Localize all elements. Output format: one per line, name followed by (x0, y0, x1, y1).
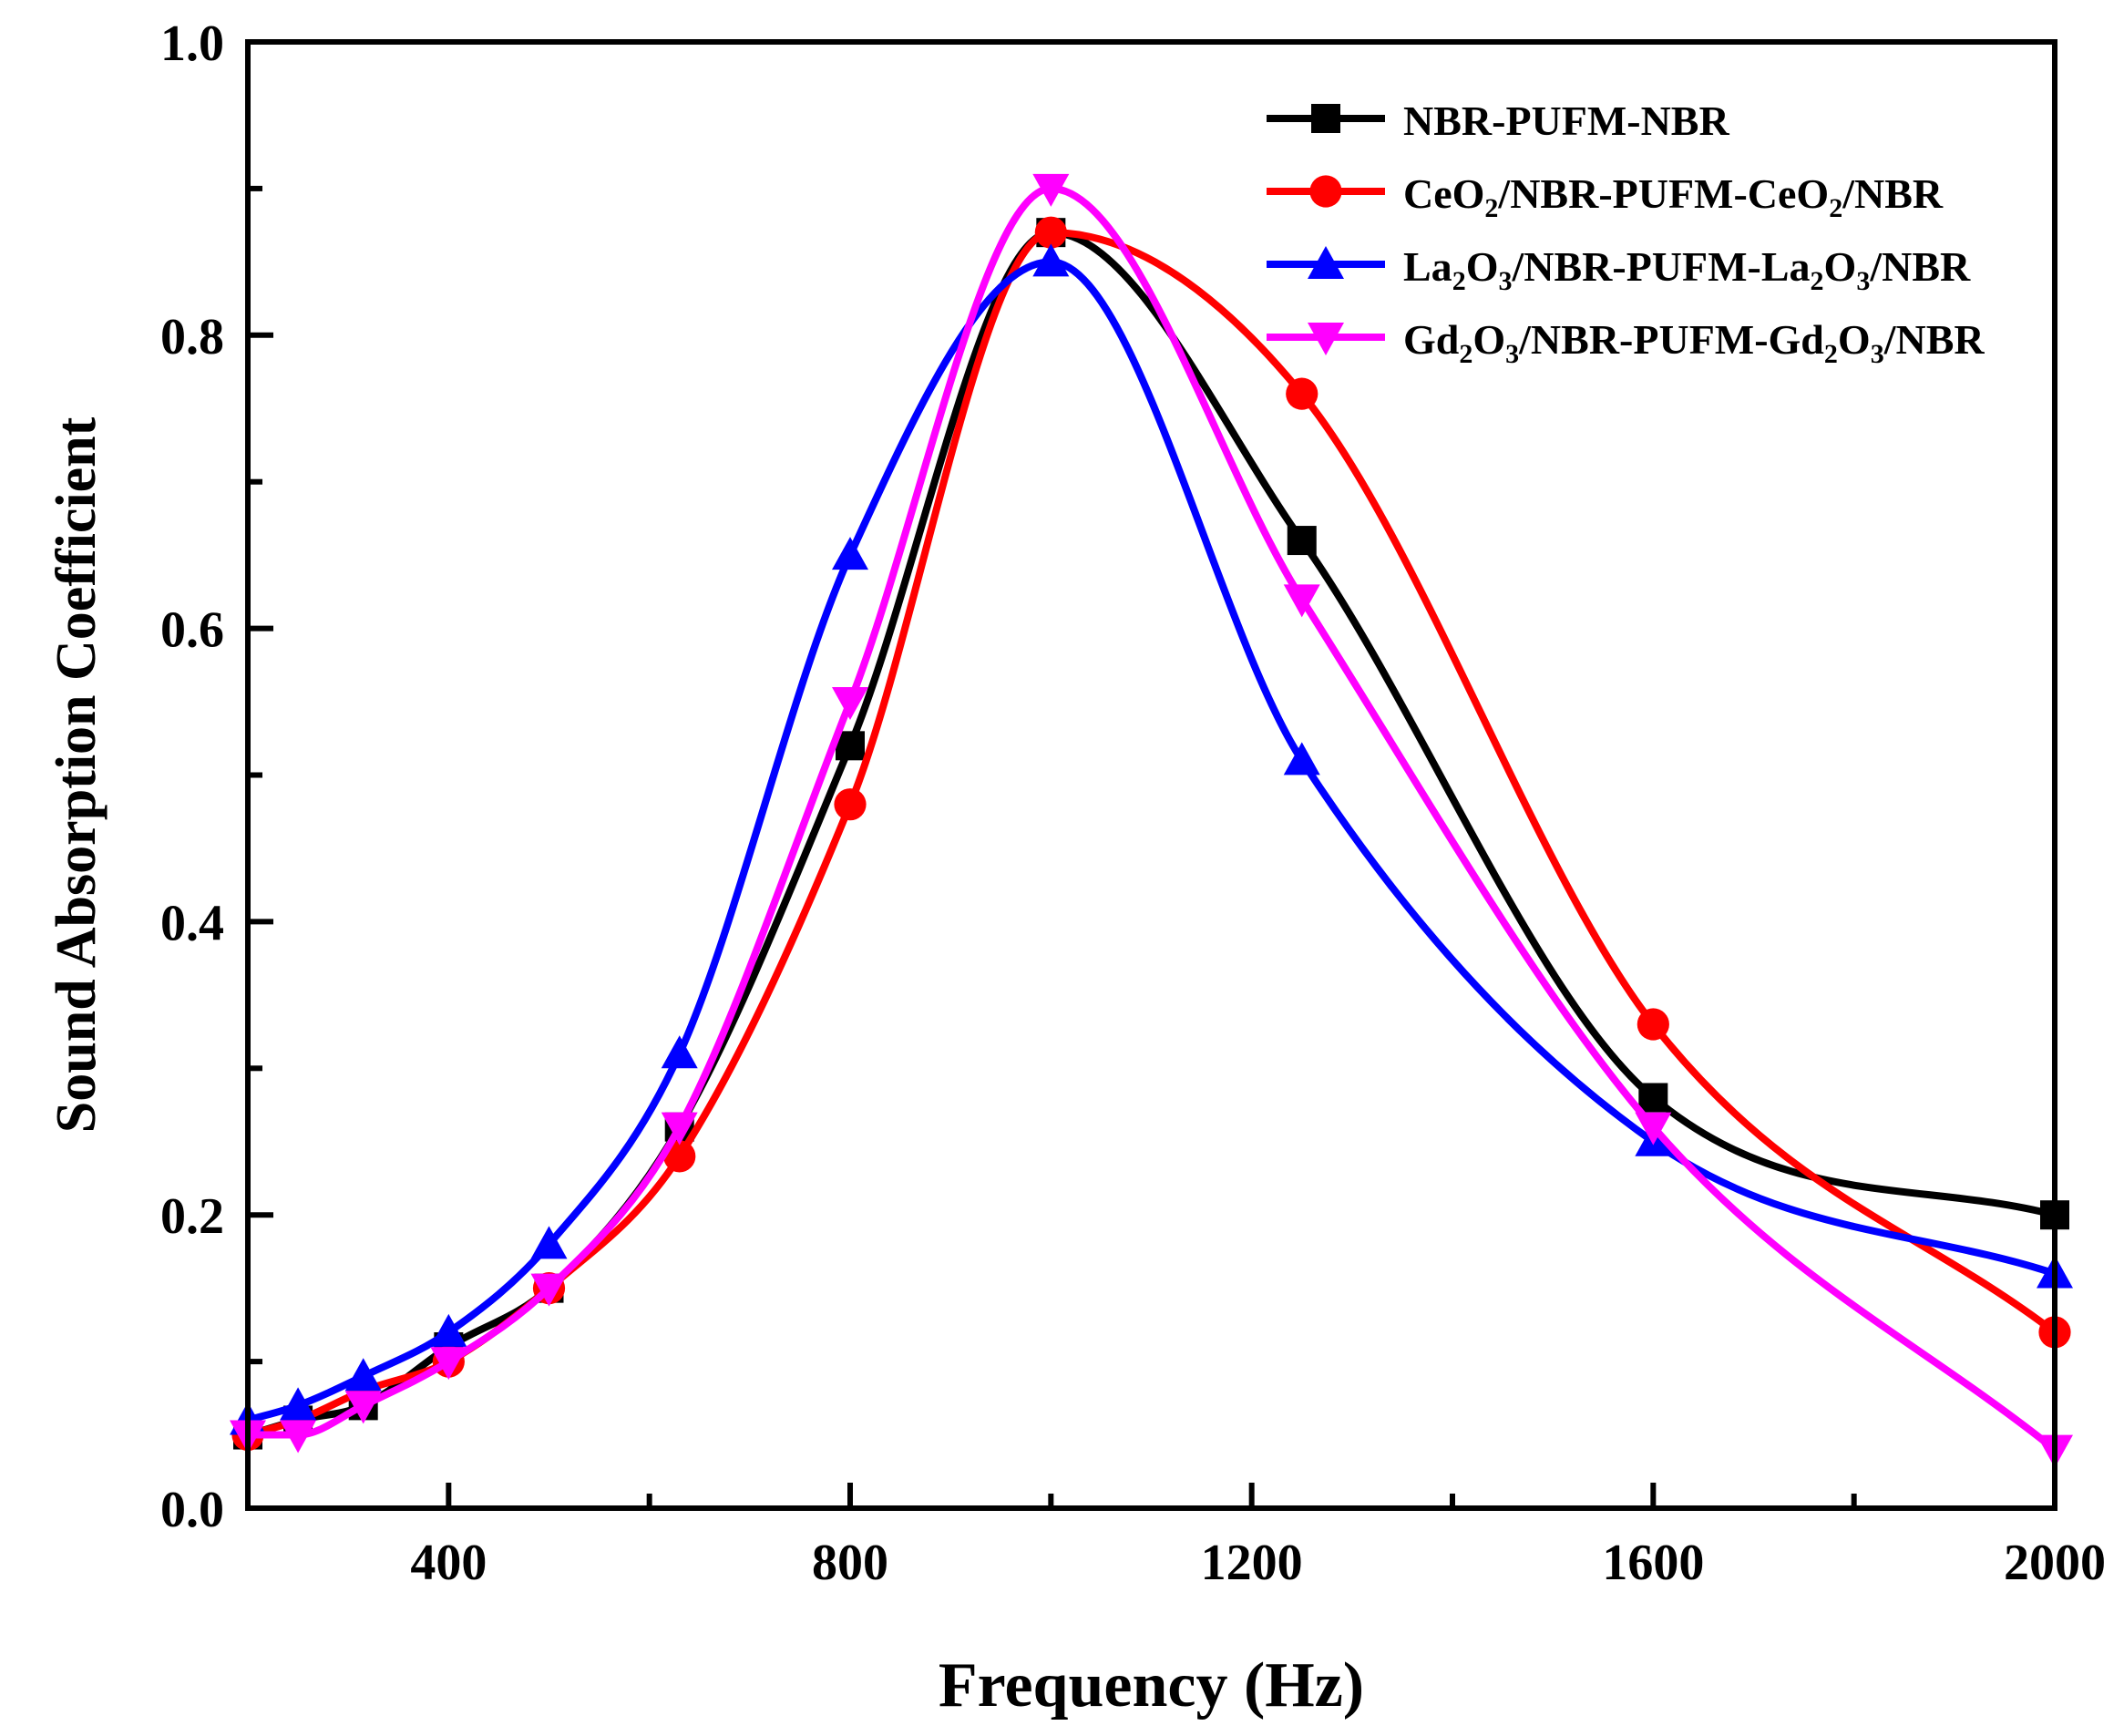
x-tick-label: 1200 (1201, 1535, 1303, 1591)
legend-label: CeO2/NBR-PUFM-CeO2/NBR (1403, 170, 1944, 223)
data-point (661, 1112, 698, 1145)
series-3 (230, 243, 2073, 1435)
series-line (244, 258, 2058, 1424)
x-tick-label: 2000 (2004, 1535, 2106, 1591)
data-point (430, 1347, 467, 1381)
data-point (1287, 526, 1317, 556)
data-point (280, 1387, 317, 1421)
data-point (832, 687, 868, 721)
x-tick-label: 1600 (1602, 1535, 1704, 1591)
data-point (1286, 377, 1319, 410)
y-tick-label: 0.2 (160, 1188, 224, 1245)
data-point (1283, 742, 1320, 776)
data-point (1635, 1112, 1672, 1145)
y-tick-label: 0.0 (160, 1482, 224, 1538)
data-point (1283, 584, 1320, 618)
data-point (1032, 243, 1070, 277)
legend-marker (1308, 246, 1344, 279)
legend: NBR-PUFM-NBR CeO2/NBR-PUFM-CeO2/NBR La2O3/… (1267, 98, 1985, 369)
axis-ticks (248, 39, 2057, 1511)
data-point (530, 1226, 568, 1259)
data-point (430, 1313, 467, 1347)
data-point (344, 1358, 382, 1392)
y-axis-title: Sound Absorption Coefficient (46, 416, 108, 1133)
x-tick-label: 800 (812, 1535, 888, 1591)
x-axis-title: Frequency (Hz) (939, 1650, 1364, 1721)
y-tick-label: 0.8 (160, 309, 224, 365)
data-point (1034, 216, 1067, 249)
legend-item: Gd2O3/NBR-PUFM-Gd2O3/NBR (1267, 316, 1985, 369)
y-tick-label: 0.6 (160, 602, 224, 659)
legend-marker (1308, 323, 1344, 355)
plot-area (230, 173, 2073, 1468)
legend-label: La2O3/NBR-PUFM-La2O3/NBR (1403, 243, 1971, 296)
data-point (834, 788, 867, 821)
axis-tick-labels: 400 800 1200 1600 2000 0.0 0.2 0.4 0.6 0.8 1.0 (160, 15, 2106, 1591)
data-point (1637, 1008, 1669, 1041)
data-point (1638, 1083, 1668, 1113)
legend-item: La2O3/NBR-PUFM-La2O3/NBR (1267, 243, 1971, 296)
data-point (1032, 173, 1070, 207)
series-4 (230, 173, 2073, 1468)
legend-label: NBR-PUFM-NBR (1403, 98, 1729, 144)
legend-label: Gd2O3/NBR-PUFM-Gd2O3/NBR (1403, 316, 1985, 369)
data-point (280, 1420, 317, 1454)
data-point (530, 1273, 568, 1307)
series-line (244, 184, 2058, 1454)
data-point (344, 1391, 382, 1424)
data-point (661, 1035, 698, 1069)
legend-item: NBR-PUFM-NBR (1267, 98, 1729, 144)
data-point (832, 537, 868, 570)
legend-marker (1311, 104, 1340, 133)
y-tick-label: 1.0 (160, 15, 224, 72)
legend-item: CeO2/NBR-PUFM-CeO2/NBR (1267, 170, 1944, 223)
x-tick-label: 400 (410, 1535, 487, 1591)
legend-marker (1309, 175, 1342, 208)
y-tick-label: 0.4 (160, 895, 224, 951)
